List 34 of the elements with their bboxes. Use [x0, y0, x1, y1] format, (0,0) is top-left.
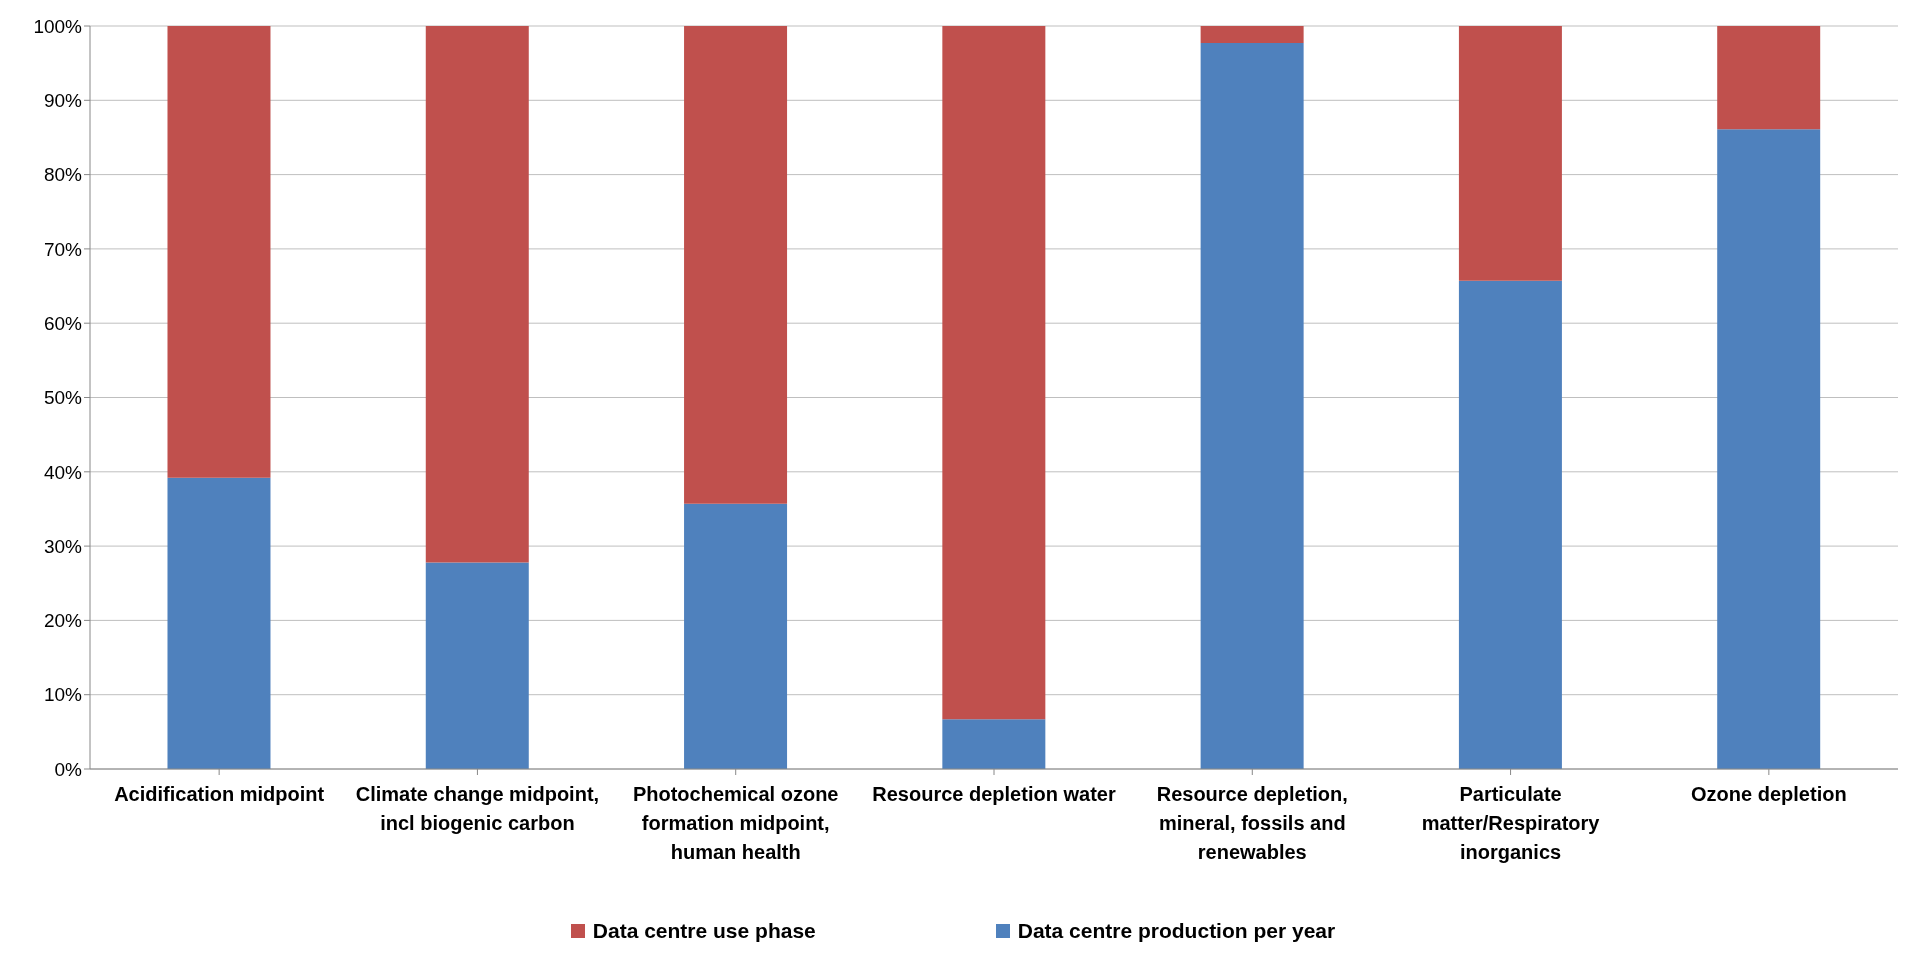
bar [942, 26, 1046, 720]
x-tick-label: Acidification midpoint [114, 783, 325, 806]
y-tick-label: 30% [43, 535, 83, 557]
bar [167, 26, 271, 478]
y-tick-label: 80% [43, 164, 83, 186]
x-tick-label: Resource depletion water [872, 783, 1116, 806]
bar [1200, 43, 1304, 769]
legend-label: Data centre use phase [592, 919, 816, 943]
bar [1458, 26, 1562, 281]
bar [684, 26, 788, 504]
y-tick-label: 70% [43, 238, 83, 260]
x-tick-label: Photochemical ozone formation midpoint, human health [632, 783, 839, 864]
y-tick-label: 90% [43, 90, 83, 112]
x-tick-label: Resource depletion, mineral, fossils and renewables [1156, 783, 1348, 864]
y-tick-label: 100% [33, 15, 83, 37]
y-tick-label: 50% [43, 387, 83, 409]
bar [1717, 26, 1821, 130]
bar [425, 26, 529, 563]
x-tick-label: Particulate matter/Respiratory inorganics [1421, 783, 1601, 864]
x-tick-label: Climate change midpoint, incl biogenic carbon [355, 783, 600, 835]
bar [942, 719, 1046, 769]
y-tick-label: 40% [43, 461, 83, 483]
y-tick-label: 10% [43, 684, 83, 706]
bar [1717, 129, 1821, 769]
bar [684, 503, 788, 769]
bar [167, 477, 271, 769]
x-tick-label: Ozone depletion [1691, 783, 1847, 806]
bar [425, 562, 529, 769]
y-tick-label: 60% [43, 312, 83, 334]
legend-label: Data centre production per year [1017, 919, 1336, 943]
bar [1200, 26, 1304, 44]
y-tick-label: 0% [54, 758, 83, 780]
bar [1458, 280, 1562, 769]
y-tick-label: 20% [43, 610, 83, 632]
